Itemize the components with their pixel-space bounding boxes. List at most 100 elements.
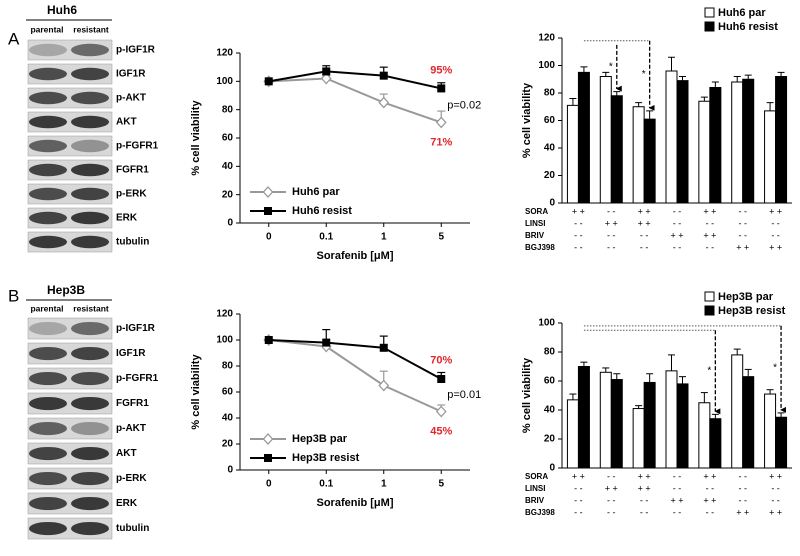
treatment-mark: - - xyxy=(738,483,747,493)
treatment-mark: - - xyxy=(574,495,583,505)
bar xyxy=(764,393,777,469)
treatment-mark: - - xyxy=(771,495,780,505)
protein-label: p-FGFR1 xyxy=(116,373,159,384)
treatment-mark: - - xyxy=(607,495,616,505)
y-tick-label: 60 xyxy=(222,133,234,144)
y-tick-label: 40 xyxy=(544,405,556,416)
treatment-mark: - - xyxy=(640,230,649,240)
treatment-mark: + + xyxy=(638,471,651,481)
blot-band xyxy=(29,421,67,436)
blot-band xyxy=(29,446,67,461)
treatment-mark: - - xyxy=(673,483,682,493)
treatment-mark: + + xyxy=(638,483,651,493)
x-tick-label: 0.1 xyxy=(319,479,333,490)
data-point xyxy=(378,96,390,109)
treatment-mark: + + xyxy=(670,495,683,505)
y-tick-label: 20 xyxy=(222,439,234,450)
y-tick-label: 80 xyxy=(544,347,556,358)
treatment-name: LINSI xyxy=(525,219,545,228)
x-tick-label: 1 xyxy=(381,232,387,243)
treatment-mark: - - xyxy=(574,242,583,252)
treatment-mark: - - xyxy=(607,507,616,517)
legend-label: Hep3B resist xyxy=(292,452,360,464)
bar xyxy=(632,106,645,204)
blot-band xyxy=(71,496,109,511)
legend-marker xyxy=(262,433,274,445)
treatment-mark: + + xyxy=(605,483,618,493)
blot-band xyxy=(71,421,109,436)
protein-label: IGF1R xyxy=(116,69,146,80)
legend-swatch xyxy=(704,305,715,316)
treatment-name: BRIV xyxy=(525,496,545,505)
blot-band xyxy=(71,211,109,225)
bar xyxy=(643,118,656,204)
y-tick-label: 100 xyxy=(216,76,233,87)
y-tick-label: 40 xyxy=(222,161,234,172)
bar xyxy=(709,418,722,469)
blot-band xyxy=(29,187,67,201)
value-label: 70% xyxy=(430,354,452,366)
blot-band xyxy=(29,235,67,249)
bar xyxy=(742,376,755,469)
bar xyxy=(698,100,711,204)
protein-label: AKT xyxy=(116,448,137,459)
y-tick-label: 120 xyxy=(216,48,233,59)
treatment-mark: + + xyxy=(769,471,782,481)
panel-label: B xyxy=(8,286,19,305)
y-tick-label: 60 xyxy=(544,115,556,126)
legend-swatch xyxy=(704,291,715,302)
data-point xyxy=(378,379,390,392)
protein-label: p-IGF1R xyxy=(116,45,156,56)
value-label: 71% xyxy=(430,136,452,148)
treatment-mark: - - xyxy=(738,206,747,216)
y-tick-label: 0 xyxy=(227,465,233,476)
treatment-mark: + + xyxy=(703,471,716,481)
legend-swatch xyxy=(704,7,715,18)
bar xyxy=(764,110,777,204)
treatment-mark: + + xyxy=(769,206,782,216)
legend-marker xyxy=(262,186,274,198)
significance: * xyxy=(642,69,646,80)
y-tick-label: 20 xyxy=(544,170,556,181)
bar xyxy=(599,76,612,204)
treatment-name: BGJ398 xyxy=(525,508,555,517)
value-label: 95% xyxy=(430,65,452,77)
treatment-mark: - - xyxy=(706,483,715,493)
blot-band xyxy=(29,115,67,129)
blot-band xyxy=(29,471,67,486)
x-tick-label: 0.1 xyxy=(319,232,333,243)
treatment-name: SORA xyxy=(525,207,548,216)
y-tick-label: 20 xyxy=(222,189,234,200)
y-tick-label: 60 xyxy=(544,376,556,387)
blot-band xyxy=(71,187,109,201)
blot-column: resistant xyxy=(73,24,109,34)
bar xyxy=(698,402,711,469)
protein-label: ERK xyxy=(116,213,138,224)
panel-label: A xyxy=(8,29,20,48)
blot-band xyxy=(29,91,67,105)
blot-band xyxy=(71,396,109,411)
blot-band xyxy=(71,67,109,81)
blot-band xyxy=(71,471,109,486)
treatment-mark: - - xyxy=(673,218,682,228)
p-value: p=0.01 xyxy=(447,389,481,401)
bar xyxy=(566,399,579,469)
y-tick-label: 0 xyxy=(549,463,555,474)
blot-band xyxy=(29,371,67,386)
y-tick-label: 40 xyxy=(544,143,556,154)
treatment-mark: - - xyxy=(574,483,583,493)
treatment-mark: + + xyxy=(736,242,749,252)
treatment-mark: + + xyxy=(572,206,585,216)
blot-band xyxy=(29,67,67,81)
blot-band xyxy=(71,346,109,361)
data-point xyxy=(320,72,332,85)
treatment-mark: - - xyxy=(771,218,780,228)
series-line xyxy=(268,339,442,413)
treatment-mark: + + xyxy=(638,218,651,228)
protein-label: AKT xyxy=(116,117,137,128)
x-tick-label: 5 xyxy=(438,479,444,490)
y-tick-label: 100 xyxy=(538,318,555,329)
blot-band xyxy=(29,396,67,411)
data-point xyxy=(264,336,273,344)
